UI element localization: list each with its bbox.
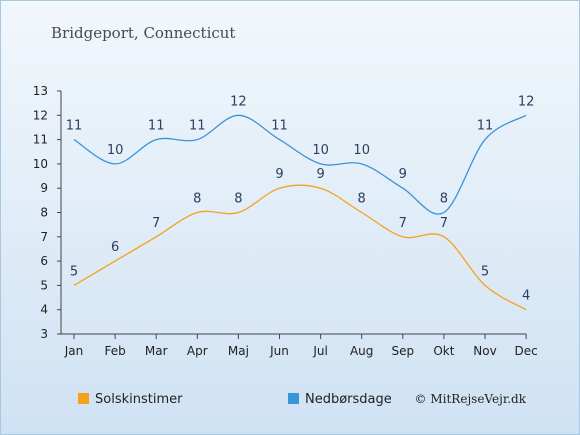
chart-title: Bridgeport, Connecticut	[51, 24, 235, 42]
data-label: 10	[312, 143, 329, 158]
data-label: 11	[189, 119, 206, 134]
x-tick-label: Maj	[228, 344, 249, 358]
x-tick-label: Jul	[312, 344, 327, 358]
y-tick-label: 8	[40, 206, 48, 220]
data-label: 11	[477, 119, 494, 134]
legend-swatch	[78, 393, 89, 404]
data-label: 5	[70, 264, 78, 279]
data-label: 11	[271, 119, 288, 134]
legend-swatch	[288, 393, 299, 404]
series-line-0	[73, 184, 527, 311]
y-tick-label: 13	[33, 84, 48, 98]
y-tick-label: 5	[40, 278, 48, 292]
data-labels: 5 6 7 8 8 9 9 8 7 7 5 4 11 10 11 11 12 11 10 10 9 8 11 12	[66, 94, 535, 303]
x-tick-label: Feb	[104, 344, 125, 358]
data-label: 10	[107, 143, 124, 158]
data-label: 12	[230, 94, 247, 109]
series-line-1	[73, 114, 527, 215]
y-tick-label: 3	[40, 327, 48, 341]
x-tick-label: Sep	[391, 344, 414, 358]
data-label: 8	[193, 192, 201, 207]
data-label: 9	[275, 167, 283, 182]
data-label: 6	[111, 240, 119, 255]
y-tick-label: 9	[40, 181, 48, 195]
data-label: 7	[399, 216, 407, 231]
x-tick-label: Apr	[187, 344, 208, 358]
y-tick-label: 6	[40, 254, 48, 268]
x-tick-label: Dec	[514, 344, 537, 358]
data-label: 8	[440, 192, 448, 207]
x-tick-label: Okt	[433, 344, 454, 358]
data-label: 9	[399, 167, 407, 182]
data-label: 10	[353, 143, 370, 158]
x-tick-label: Mar	[145, 344, 168, 358]
data-label: 8	[234, 192, 242, 207]
series-layer	[73, 114, 527, 311]
legend: Solskinstimer Nedbørsdage	[78, 392, 392, 407]
x-tick-label: Jan	[64, 344, 84, 358]
data-label: 7	[440, 216, 448, 231]
data-label: 4	[522, 289, 530, 304]
y-tick-label: 10	[33, 157, 48, 171]
y-tick-label: 11	[33, 133, 48, 147]
y-tick-label: 12	[33, 108, 48, 122]
y-tick-label: 4	[40, 303, 48, 317]
data-label: 9	[316, 167, 324, 182]
data-label: 11	[66, 119, 83, 134]
data-label: 7	[152, 216, 160, 231]
data-label: 12	[518, 94, 535, 109]
x-tick-label: Jun	[269, 344, 289, 358]
legend-label: Nedbørsdage	[305, 392, 392, 407]
data-label: 11	[148, 119, 165, 134]
data-label: 8	[358, 192, 366, 207]
y-tick-label: 7	[40, 230, 48, 244]
x-tick-label: Nov	[473, 344, 496, 358]
legend-label: Solskinstimer	[95, 392, 183, 407]
axes: 3 4 5 6 7 8 9 10 11 12 13 Jan Feb Mar Apr Maj Jun Jul Aug S…	[33, 84, 538, 358]
x-tick-label: Aug	[350, 344, 373, 358]
credit-text: © MitRejseVejr.dk	[415, 392, 527, 406]
data-label: 5	[481, 264, 489, 279]
